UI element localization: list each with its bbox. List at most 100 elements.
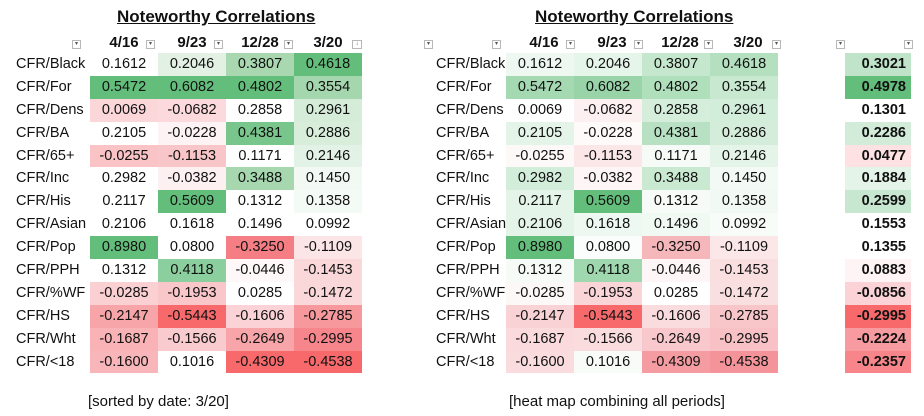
row-label: CFR/BA — [16, 124, 70, 141]
sort-descending-icon[interactable]: ↓ — [352, 40, 362, 49]
column-header-4-16: 4/16 — [109, 34, 139, 51]
row-label: CFR/For — [16, 78, 72, 95]
table-cell: 0.2046 — [158, 53, 226, 76]
row-label: CFR/<18 — [436, 353, 495, 370]
column-header-3-20: 3/20 — [313, 34, 343, 51]
left-table-header-row: ▾ 4/16 ▾ 9/23 ▾ 12/28 ▾ 3/20 ↓ — [0, 33, 420, 53]
table-cell: -0.1472 — [294, 281, 362, 305]
table-cell: 0.4381 — [226, 121, 294, 145]
table-cell: 0.0285 — [226, 281, 294, 305]
column-header-3-20: 3/20 — [733, 34, 763, 51]
combined-cell: 0.1884 — [845, 167, 911, 191]
table-cell: -0.4538 — [710, 350, 778, 374]
table-cell: -0.1953 — [574, 281, 642, 305]
table-cell: -0.1472 — [710, 281, 778, 305]
row-label: CFR/HS — [16, 307, 70, 324]
table-cell: 0.1450 — [294, 167, 362, 191]
table-cell: 0.6082 — [158, 75, 226, 99]
combined-cell: -0.2224 — [845, 327, 911, 351]
table-cell: 0.8980 — [90, 236, 158, 260]
row-label: CFR/65+ — [436, 147, 495, 164]
table-cell: -0.3250 — [642, 236, 710, 260]
combined-cell: -0.0856 — [845, 281, 911, 305]
table-cell: 0.1612 — [506, 53, 574, 76]
filter-dropdown-icon[interactable]: ▾ — [214, 40, 223, 49]
table-cell: 0.2146 — [294, 144, 362, 168]
filter-dropdown-icon[interactable]: ▾ — [634, 40, 643, 49]
row-label: CFR/Wht — [436, 330, 496, 347]
row-label: CFR/Wht — [16, 330, 76, 347]
filter-dropdown-icon[interactable]: ▾ — [492, 40, 501, 49]
row-label: CFR/Inc — [436, 170, 490, 187]
table-cell: -0.3250 — [226, 236, 294, 260]
table-cell: 0.0992 — [294, 213, 362, 237]
table-cell: 0.1450 — [710, 167, 778, 191]
row-label: CFR/%WF — [16, 284, 86, 301]
table-cell: 0.3488 — [642, 167, 710, 191]
table-cell: -0.0446 — [226, 259, 294, 282]
table-cell: -0.1453 — [710, 259, 778, 282]
table-cell: 0.2146 — [710, 144, 778, 168]
table-cell: 0.3807 — [642, 53, 710, 76]
table-cell: -0.0255 — [506, 144, 574, 168]
table-cell: -0.4538 — [294, 350, 362, 374]
filter-dropdown-icon[interactable]: ▾ — [424, 40, 433, 49]
row-label: CFR/His — [436, 193, 491, 210]
left-row-labels: CFR/Black CFR/For CFR/Dens CFR/BA CFR/65+ CFR… — [16, 53, 86, 373]
right-caption: [heat map combining all periods] — [509, 393, 725, 410]
row-label: CFR/%WF — [436, 284, 506, 301]
table-cell: -0.0228 — [158, 121, 226, 145]
filter-dropdown-icon[interactable]: ▾ — [146, 40, 155, 49]
column-header-4-16: 4/16 — [529, 34, 559, 51]
table-cell: 0.2858 — [642, 98, 710, 122]
filter-dropdown-icon[interactable]: ▾ — [704, 40, 713, 49]
table-cell: 0.1618 — [574, 213, 642, 237]
table-cell: -0.2785 — [710, 304, 778, 328]
table-cell: 0.5609 — [574, 190, 642, 214]
left-correlation-grid: 0.1612 0.2046 0.3807 0.4618 0.5472 0.6082 0.48… — [90, 53, 362, 374]
row-label: CFR/Black — [436, 56, 506, 72]
table-cell: 0.2117 — [90, 190, 158, 214]
filter-dropdown-icon[interactable]: ▾ — [72, 40, 81, 49]
table-cell: 0.1618 — [158, 213, 226, 237]
column-header-12-28: 12/28 — [661, 34, 699, 51]
column-header-9-23: 9/23 — [597, 34, 627, 51]
table-cell: 0.2117 — [506, 190, 574, 214]
filter-dropdown-icon[interactable]: ▾ — [772, 40, 781, 49]
table-cell: -0.4309 — [642, 350, 710, 374]
filter-dropdown-icon[interactable]: ▾ — [566, 40, 575, 49]
table-cell: -0.0255 — [90, 144, 158, 168]
filter-dropdown-icon[interactable]: ▾ — [284, 40, 293, 49]
table-cell: 0.2105 — [506, 121, 574, 145]
table-cell: -0.1453 — [294, 259, 362, 282]
table-cell: 0.1496 — [226, 213, 294, 237]
table-cell: -0.5443 — [158, 304, 226, 328]
combined-cell: 0.0477 — [845, 144, 911, 168]
right-correlation-grid: 0.1612 0.2046 0.3807 0.4618 0.5472 0.6082 0.48… — [506, 53, 778, 374]
table-cell: 0.8980 — [506, 236, 574, 260]
table-cell: 0.5609 — [158, 190, 226, 214]
table-cell: 0.4618 — [710, 53, 778, 76]
table-cell: -0.2649 — [642, 327, 710, 351]
table-cell: 0.2961 — [710, 98, 778, 122]
table-cell: -0.1109 — [294, 236, 362, 260]
row-label: CFR/Inc — [16, 170, 70, 187]
table-cell: 0.6082 — [574, 75, 642, 99]
table-cell: -0.1687 — [506, 327, 574, 351]
table-cell: 0.1312 — [226, 190, 294, 214]
table-cell: -0.1606 — [642, 304, 710, 328]
combined-cell: -0.2357 — [845, 350, 911, 374]
row-label: CFR/Dens — [436, 101, 504, 118]
row-label: CFR/Asian — [436, 216, 507, 233]
table-cell: 0.1312 — [90, 259, 158, 282]
table-cell: 0.2858 — [226, 98, 294, 122]
row-label: CFR/PPH — [16, 262, 80, 279]
table-cell: -0.0382 — [574, 167, 642, 191]
row-label: CFR/For — [436, 78, 492, 95]
filter-dropdown-icon[interactable]: ▾ — [836, 40, 845, 49]
row-label: CFR/BA — [436, 124, 490, 141]
filter-dropdown-icon[interactable]: ▾ — [904, 40, 913, 49]
table-cell: 0.1171 — [226, 144, 294, 168]
table-cell: 0.1016 — [158, 350, 226, 374]
left-table-title: Noteworthy Correlations — [117, 7, 316, 26]
